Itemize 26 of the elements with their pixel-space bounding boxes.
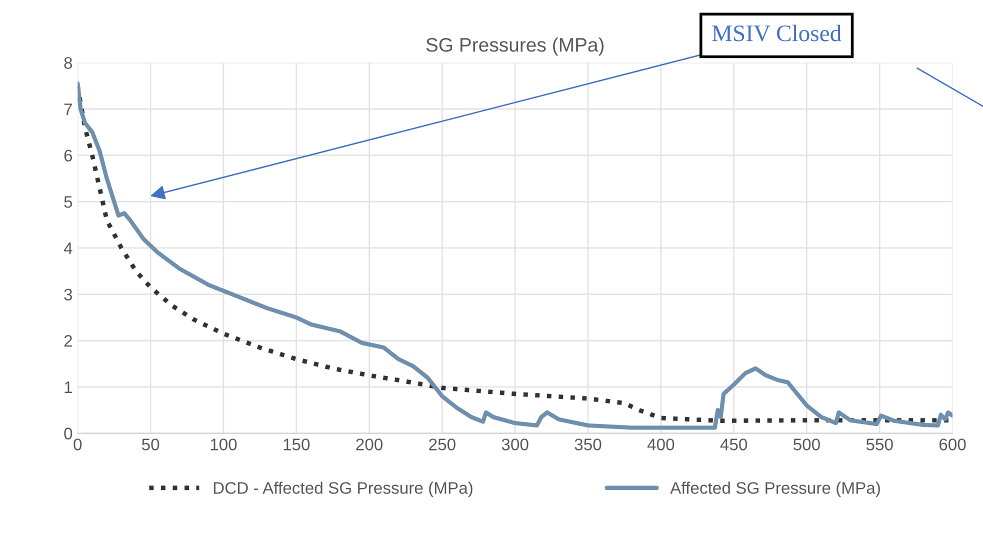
y-tick-label: 8 bbox=[64, 57, 72, 69]
text: MSIV Closed bbox=[712, 24, 842, 42]
x-tick-label: 300 bbox=[502, 438, 528, 450]
chart-title: SG Pressures (MPa) bbox=[426, 37, 604, 56]
x-tick-label: 500 bbox=[793, 438, 820, 450]
y-tick-label: 1 bbox=[64, 382, 72, 393]
x-tick-label: 350 bbox=[574, 438, 602, 450]
x-tick-label: 400 bbox=[647, 438, 674, 450]
y-tick-label: 3 bbox=[64, 288, 72, 301]
y-tick-label: 7 bbox=[64, 104, 72, 116]
y-tick-label: 4 bbox=[64, 242, 72, 254]
x-tick-label: 100 bbox=[210, 438, 237, 450]
x-tick-label: 150 bbox=[284, 438, 310, 450]
x-tick-label: 600 bbox=[939, 438, 966, 450]
y-tick-label: 0 bbox=[64, 428, 72, 440]
x-tick-label: 200 bbox=[356, 438, 383, 450]
legend-label: DCD - Affected SG Pressure (MPa) bbox=[214, 482, 472, 498]
x-tick-label: 550 bbox=[866, 438, 893, 450]
y-tick-label: 2 bbox=[64, 335, 72, 347]
x-tick-label: 50 bbox=[142, 438, 160, 450]
x-tick-label: 250 bbox=[429, 438, 456, 450]
y-tick-label: 5 bbox=[64, 196, 72, 208]
legend-label: Affected SG Pressure (MPa) bbox=[670, 482, 880, 498]
x-tick-label: 450 bbox=[720, 438, 748, 450]
y-tick-label: 6 bbox=[64, 150, 72, 162]
x-tick-label: 0 bbox=[74, 438, 82, 450]
